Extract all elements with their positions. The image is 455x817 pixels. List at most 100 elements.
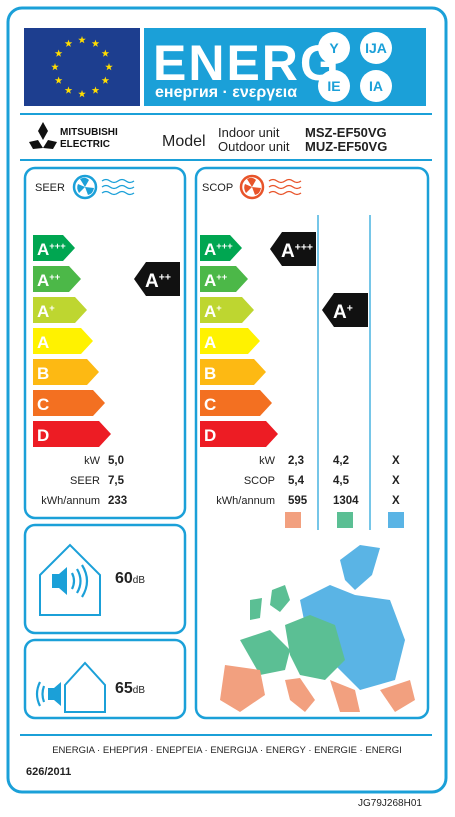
star [78,90,86,98]
heating-panel [194,166,430,720]
class-arrow [200,328,260,354]
class-letter: B [37,364,49,383]
indoor-noise-icon [39,543,101,616]
star [101,49,110,57]
class-letter: A [145,271,159,292]
class-letter: C [37,395,49,414]
row-value: 4,2 [333,455,349,467]
class-arrow [200,421,278,447]
model-code: MUZ-EF50VG [305,139,387,154]
class-letter: D [204,426,216,445]
class-label: A+++ [37,240,66,259]
cooling-panel [23,166,187,520]
star [54,49,63,57]
class-label: A+++ [281,241,313,262]
class-letter: A [204,302,216,321]
badge [360,70,392,102]
class-label: A++ [37,271,61,290]
star [64,39,73,47]
star [78,36,86,44]
cooling-label: SEER [35,182,65,194]
class-label: A+ [37,302,55,321]
eu-stars [51,36,113,98]
noise-value: 60 [115,570,133,587]
row-label: kWh/annum [216,495,275,507]
model-label: Model [162,133,206,150]
label-code: JG79J268H01 [358,798,422,809]
badge-text: IE [327,78,340,94]
class-label: A+ [204,302,222,321]
zone-swatch-cold [388,512,404,528]
class-arrow [200,235,242,261]
class-letter: A [333,302,347,323]
row-label: kW [84,455,101,467]
noise-unit: dB [133,685,146,696]
star [51,63,59,71]
class-label: A [204,333,216,352]
class-letter: A [37,333,49,352]
row-value: 2,3 [288,455,304,467]
noise-indoor: 60dB [115,570,145,587]
row-value: 5,0 [108,455,124,467]
class-plus: + [49,303,55,313]
class-label: D [204,426,216,445]
row-value: 4,5 [333,475,350,487]
class-arrow [200,359,266,385]
class-label: A [37,333,49,352]
class-letter: B [204,364,216,383]
zone-swatch-warm [285,512,301,528]
class-letter: A [204,333,216,352]
class-plus: ++ [216,272,227,282]
rating-arrow [322,293,368,327]
class-letter: A [281,241,295,262]
zone-swatch-average [337,512,353,528]
header-title: ENERG [153,35,341,91]
class-letter: A [37,302,49,321]
fan-icon-cool [72,174,135,200]
class-label: A++ [204,271,228,290]
brand-logo [29,122,57,149]
class-arrow [200,297,254,323]
class-plus: + [216,303,222,313]
star [91,86,100,94]
class-letter: C [204,395,216,414]
unit-label: Indoor unit [218,125,280,140]
class-arrow [33,297,87,323]
regulation: 626/2011 [26,766,71,778]
class-plus: +++ [49,241,66,251]
row-value: X [392,495,400,507]
class-letter: D [37,426,49,445]
class-plus: +++ [295,242,313,253]
outdoor-noise-panel [23,638,187,720]
model-code: MSZ-EF50VG [305,125,387,140]
unit-label: Outdoor unit [218,139,290,154]
footer-languages: ENERGIA · ЕНЕРГИЯ · ΕΝΕΡΓΕΙΑ · ENERGIJA … [52,745,402,756]
class-label: A++ [145,271,171,292]
noise-value: 65 [115,680,133,697]
badge [318,32,350,64]
class-label: A+++ [204,240,233,259]
class-arrow [33,359,99,385]
class-letter: A [37,271,49,290]
class-plus: +++ [216,241,233,251]
class-letter: A [204,271,216,290]
class-arrow [33,235,75,261]
badge-text: Y [329,40,339,56]
class-letter: A [204,240,216,259]
class-label: A+ [333,302,353,323]
header-subtitle: енергия · ενεργεια [155,84,297,101]
class-arrow [33,390,105,416]
class-arrow [200,266,248,292]
row-value: 5,4 [288,475,305,487]
fan-icon-heat [239,174,302,200]
star [101,76,110,84]
badges: Y IJA IE IA [318,32,392,102]
heating-label: SCOP [202,182,233,194]
class-letter: A [37,240,49,259]
row-value: 7,5 [108,475,125,487]
europe-map [220,545,415,712]
noise-outdoor: 65dB [115,680,145,697]
badge [318,70,350,102]
star [64,86,73,94]
